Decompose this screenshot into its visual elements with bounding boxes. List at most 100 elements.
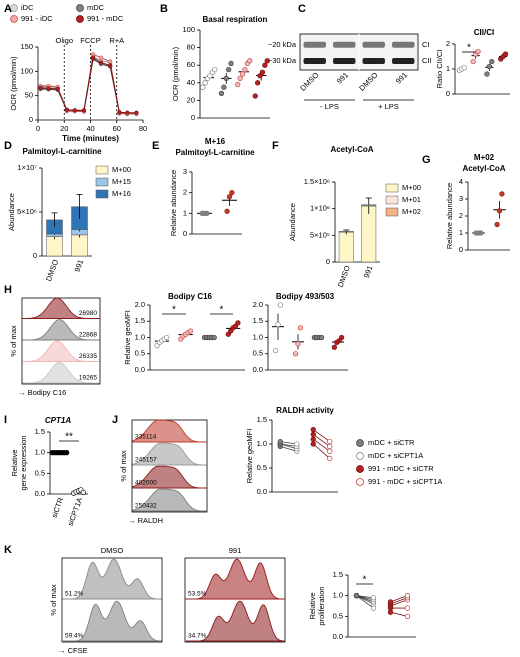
pair-line (313, 434, 330, 447)
pair-line (390, 611, 408, 617)
y-tick-label: 100 (182, 25, 195, 34)
data-point (164, 334, 170, 341)
y-axis-label: % of max (119, 450, 128, 482)
data-point (202, 80, 208, 86)
y-axis-label: OCR (pmol/min) (171, 46, 180, 101)
data-point (461, 65, 467, 71)
flow-frame (184, 557, 286, 643)
y-tick-label: 1.5 (253, 316, 263, 325)
panel-letter: A (4, 3, 12, 15)
y-tick-label: 20 (187, 95, 195, 104)
panel-title: Bodipy 493/503 (276, 292, 335, 301)
legend-marker (76, 15, 84, 23)
pair-line (280, 443, 297, 447)
y-tick-label: 1.5×10⁶ (304, 177, 330, 186)
data-point (38, 85, 43, 90)
data-point (211, 334, 217, 341)
data-point (297, 325, 304, 331)
data-point (387, 599, 394, 605)
panel-title: CII/CI (474, 28, 494, 37)
panel-subtitle: Acetyl-CoA (462, 164, 505, 173)
panel-letter: G (422, 154, 431, 166)
data-point (235, 320, 241, 326)
data-point (239, 71, 246, 77)
pair-line (280, 446, 297, 452)
x-tick-label: 0 (36, 124, 40, 133)
flow-histogram (22, 319, 100, 341)
y-tick-label: 100 (20, 66, 33, 75)
x-axis-label: → RALDH (128, 516, 163, 525)
data-point (218, 90, 225, 97)
group-label: - LPS (320, 102, 339, 111)
panel-title: M+02 (474, 153, 495, 162)
y-axis-label: gene expression (19, 435, 28, 490)
y-tick-label: 0 (326, 257, 330, 266)
legend-marker (10, 15, 18, 23)
lane-label: DMSO (298, 70, 320, 92)
flow-value: 51.2% (65, 591, 84, 598)
legend-marker (356, 452, 364, 460)
data-point (310, 436, 316, 442)
legend-swatch (385, 183, 399, 193)
flow-value: 335114 (135, 434, 157, 441)
data-point (80, 489, 86, 495)
x-tick-label: 60 (113, 124, 121, 133)
y-tick-label: 0.0 (35, 489, 45, 498)
panel-letter: F (272, 140, 279, 152)
y-tick-label: 1.5 (257, 415, 267, 424)
data-point (228, 60, 234, 67)
y-axis-label: Relative (308, 592, 317, 619)
x-tick-label: 20 (60, 124, 68, 133)
data-point (64, 450, 70, 456)
data-point (327, 438, 333, 445)
pair-line (312, 443, 331, 459)
data-point (496, 208, 503, 214)
legend-label: M+02 (402, 207, 421, 216)
lane-label: 991 (394, 70, 409, 85)
y-axis-label: Relative abundance (169, 170, 178, 236)
y-axis-label: Ratio CII/CI (435, 50, 444, 89)
data-point (108, 59, 113, 64)
data-point (242, 66, 248, 73)
data-point (327, 455, 333, 462)
y-tick-label: 0.0 (253, 365, 263, 374)
y-tick-label: 0.5 (253, 349, 263, 358)
legend-label: M+00 (112, 165, 131, 174)
flow-histogram (186, 558, 285, 600)
flow-histogram (132, 442, 207, 466)
data-point (327, 448, 333, 454)
data-point (494, 221, 500, 228)
flow-histogram (186, 600, 285, 642)
significance: * (220, 305, 224, 316)
y-tick-label: 2 (183, 188, 187, 197)
y-tick-label: 3 (459, 194, 463, 203)
panel-letter: E (152, 140, 159, 152)
pair-line (390, 595, 408, 603)
flow-histogram (132, 419, 207, 443)
y-tick-label: 1.5 (35, 427, 45, 436)
y-tick-label: 0.0 (333, 632, 343, 641)
legend-marker (10, 4, 18, 12)
legend-swatch (385, 207, 399, 217)
data-point (226, 194, 233, 200)
blot-band (333, 41, 356, 48)
y-tick-label: 1 (459, 228, 463, 237)
legend-label: 991 - mDC + siCPT1A (368, 477, 442, 486)
legend-label: iDC (21, 3, 34, 12)
y-tick-label: 2.0 (135, 300, 145, 309)
x-axis-label: → Bodipy C16 (18, 388, 66, 397)
data-point (404, 593, 411, 599)
data-point (327, 443, 333, 450)
y-tick-label: 0 (29, 115, 33, 124)
panel-letter: D (4, 140, 12, 152)
flow-value: 22868 (79, 332, 97, 339)
y-axis-label: Abundance (7, 193, 16, 231)
data-point (257, 73, 263, 79)
x-tick-label: DMSO (44, 258, 60, 282)
data-point (294, 441, 300, 447)
legend-marker (356, 439, 364, 447)
panel-title: DMSO (101, 546, 124, 555)
data-point (229, 190, 235, 196)
legend-marker (356, 465, 364, 473)
y-tick-label: 1.5 (333, 570, 343, 579)
